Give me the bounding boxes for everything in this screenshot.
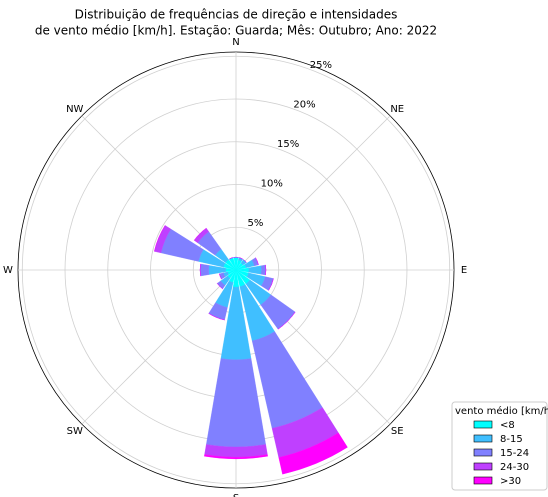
legend-label: 15-24 [500, 448, 529, 459]
wedge [199, 263, 210, 277]
legend-swatch [473, 420, 493, 429]
chart-title: Distribuição de frequências de direção e… [75, 8, 398, 22]
wedge [248, 265, 262, 275]
r-tick-label: 5% [247, 218, 263, 229]
direction-label: NW [66, 104, 83, 115]
wedge [268, 278, 274, 291]
legend-label: 8-15 [500, 434, 523, 445]
wedge [194, 228, 207, 241]
r-tick-label: 15% [277, 139, 299, 150]
direction-label: E [461, 265, 467, 276]
direction-label: S [233, 493, 239, 497]
spoke-grid-line [81, 269, 237, 425]
legend-swatch [473, 476, 493, 485]
legend-label: >30 [500, 476, 521, 487]
wedge [217, 283, 223, 289]
wedge [206, 358, 266, 448]
direction-label: N [232, 37, 239, 48]
wedge [255, 257, 259, 265]
direction-label: SE [391, 426, 404, 437]
legend: vento médio [km/h] <8 8-15 15-24 24-30 >30 [451, 401, 548, 491]
legend-title: vento médio [km/h] [455, 405, 548, 417]
r-tick-label: 20% [293, 100, 315, 111]
legend-swatch [473, 434, 493, 443]
legend-swatch [473, 448, 493, 457]
direction-label: NE [390, 104, 404, 115]
chart-title: de vento médio [km/h]. Estação: Guarda; … [35, 24, 437, 38]
grid-circle [21, 55, 451, 485]
r-tick-label: 10% [261, 179, 283, 190]
wedge [208, 313, 225, 321]
wedge [278, 432, 348, 475]
direction-label: W [3, 265, 13, 276]
legend-label: <8 [500, 420, 515, 431]
direction-label: SW [67, 426, 83, 437]
wedge [261, 264, 267, 276]
legend-label: 24-30 [500, 462, 529, 473]
spoke-grid-line [235, 115, 391, 271]
r-tick-label: 25% [310, 60, 332, 71]
wedge [199, 263, 201, 277]
legend-swatch [473, 462, 493, 471]
wedge [204, 454, 268, 460]
